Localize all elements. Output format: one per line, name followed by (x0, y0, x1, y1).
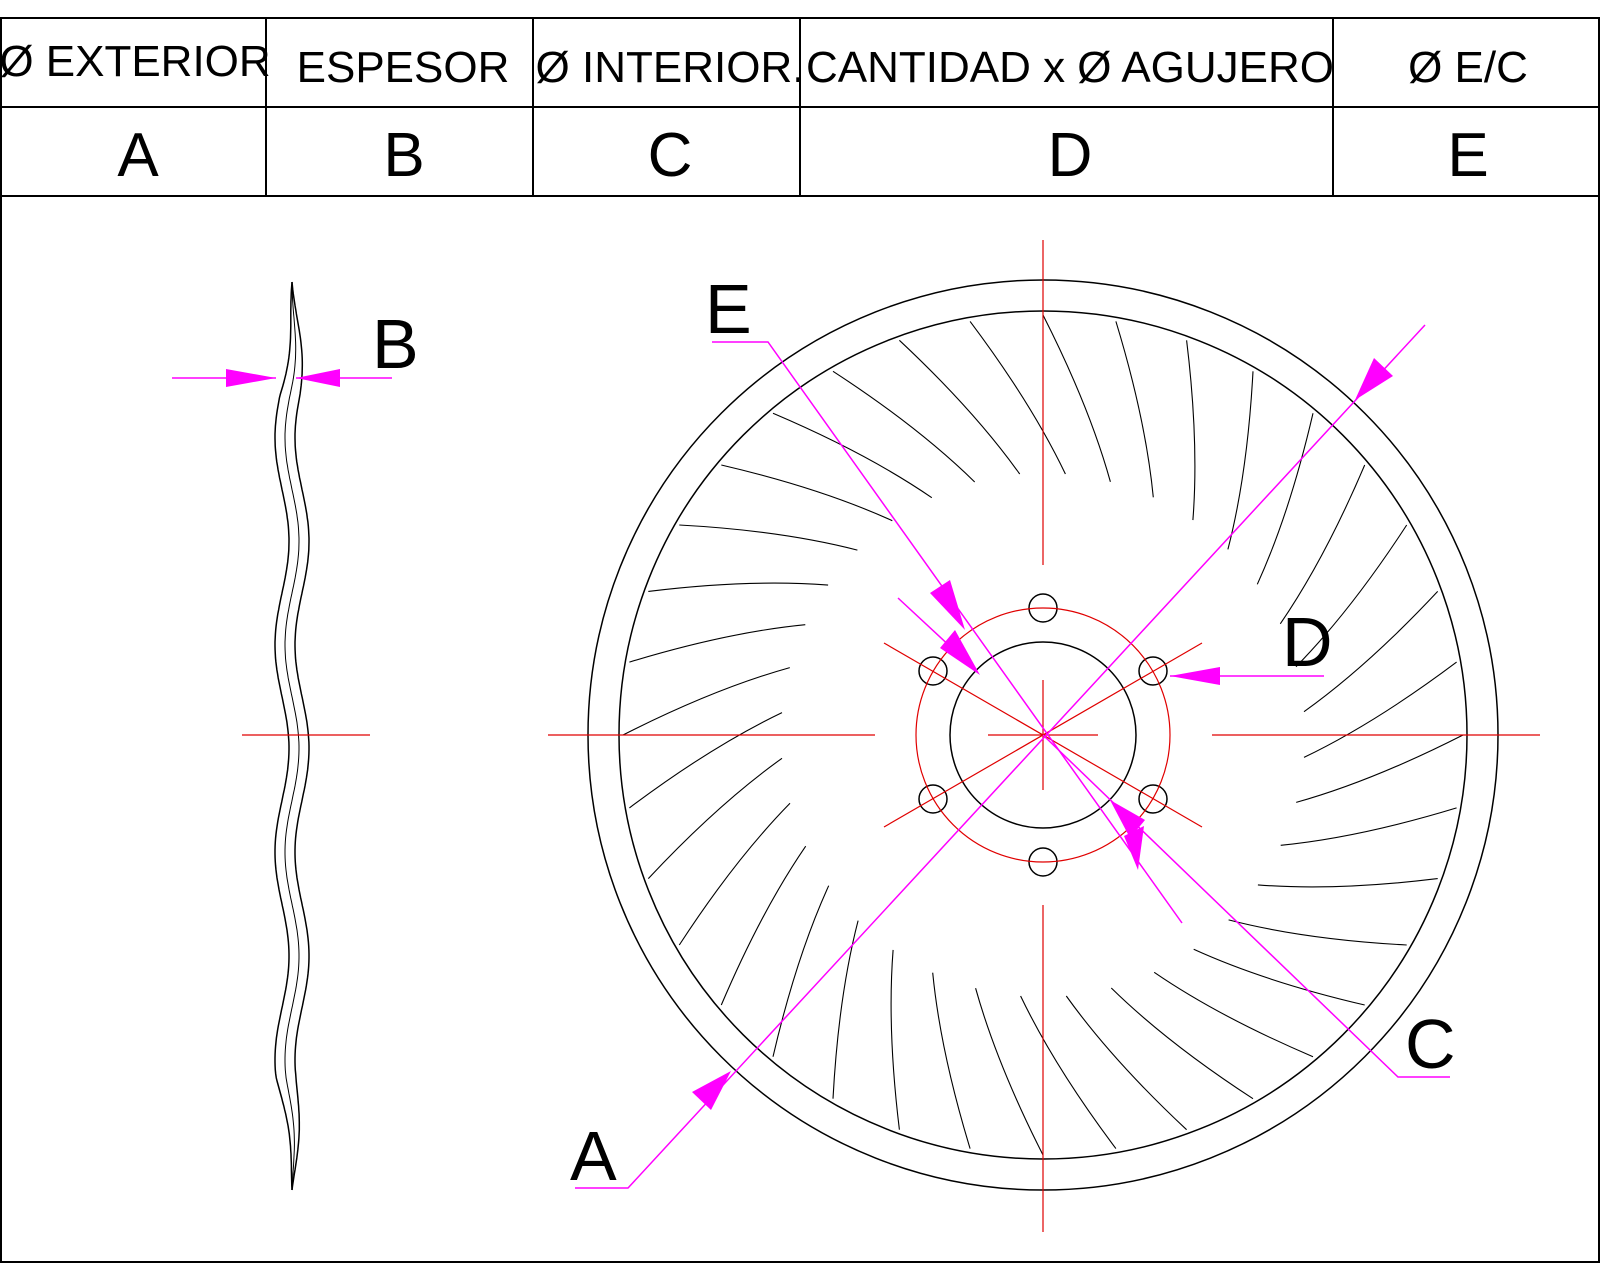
header-table (1, 18, 1599, 197)
rib-line (1042, 314, 1111, 482)
rib-line (932, 972, 971, 1149)
letter-c: C (648, 121, 693, 190)
rib-line (1153, 971, 1314, 1058)
bolt-hole (1138, 784, 1168, 814)
letter-a: A (117, 121, 159, 190)
profile-outline-right (291, 281, 310, 1191)
rib-line (1295, 524, 1408, 668)
rib-line (1065, 995, 1187, 1131)
rib-line (1280, 807, 1457, 846)
rib-line (648, 582, 829, 592)
rib-line (1296, 734, 1464, 803)
header-inner-diameter: Ø INTERIOR. (536, 43, 805, 92)
leader-e (712, 341, 1183, 924)
rib-line (1303, 591, 1439, 713)
bolt-hole (918, 784, 948, 814)
callout-b: B (372, 305, 419, 383)
letter-e: E (1447, 121, 1488, 190)
rib-line (1303, 661, 1457, 758)
rib-line (832, 370, 976, 483)
rib-line (1256, 413, 1314, 585)
thickness-dimension (172, 369, 392, 387)
bolt-hole (1138, 656, 1168, 686)
leader-a (575, 324, 1426, 1189)
rib-line (832, 920, 859, 1099)
rib-line (679, 524, 858, 551)
rib-line (1228, 919, 1407, 946)
rib-line (678, 802, 791, 946)
rib-line (1193, 948, 1365, 1006)
thickness-arrow-right (296, 369, 340, 387)
rib-line (1257, 878, 1438, 888)
rib-line (969, 321, 1066, 475)
bolt-hole (1028, 847, 1058, 877)
callout-c: C (1405, 1005, 1456, 1083)
profile-outline-left (274, 281, 293, 1191)
side-profile (242, 281, 370, 1191)
rib-line (1115, 321, 1154, 498)
header-outer-diameter: Ø EXTERIOR (0, 37, 271, 86)
bolt-hole (1028, 593, 1058, 623)
callout-d: D (1282, 603, 1333, 681)
arrow-e-bottom (1124, 826, 1144, 870)
rib-line (622, 667, 790, 736)
letter-d: D (1048, 121, 1093, 190)
letter-b: B (383, 121, 424, 190)
rib-line (975, 988, 1044, 1156)
rib-line (1186, 340, 1196, 521)
header-bolt-circle: Ø E/C (1408, 43, 1528, 92)
bolt-circle (915, 607, 1171, 863)
rib-line (899, 339, 1021, 475)
centerlines (548, 240, 1540, 1232)
rib-line (1110, 987, 1254, 1100)
rib-line (890, 949, 900, 1130)
bolt-hole (918, 656, 948, 686)
disc-ribs (622, 314, 1464, 1156)
rib-line (1279, 464, 1366, 625)
rib-line (629, 624, 806, 663)
arrow-c-outer (940, 630, 980, 675)
rib-line (647, 757, 783, 879)
rib-line (772, 412, 933, 499)
arrow-a-top (1355, 358, 1393, 400)
rib-line (1020, 995, 1117, 1149)
callout-e: E (705, 270, 752, 348)
header-thickness: ESPESOR (297, 43, 510, 92)
arrow-e-top (930, 580, 965, 630)
rib-line (720, 845, 807, 1006)
center-bore (949, 641, 1137, 829)
arrow-a-bottom (692, 1071, 731, 1110)
rib-line (772, 885, 830, 1057)
dimension-arrows (692, 358, 1393, 1110)
rib-line (721, 464, 893, 522)
header-holes: CANTIDAD x Ø AGUJERO (806, 43, 1334, 92)
drawing-frame (0, 17, 1600, 1263)
rib-line (629, 712, 783, 809)
rib-line (1227, 371, 1254, 550)
arrow-c-inner (1110, 800, 1145, 838)
callout-a: A (570, 1117, 617, 1195)
dimension-lines (575, 324, 1450, 1189)
arrow-d (1170, 667, 1220, 685)
thickness-arrow-left (226, 369, 276, 387)
leader-c (1042, 734, 1450, 1078)
profile-outline-inner (284, 282, 300, 1191)
